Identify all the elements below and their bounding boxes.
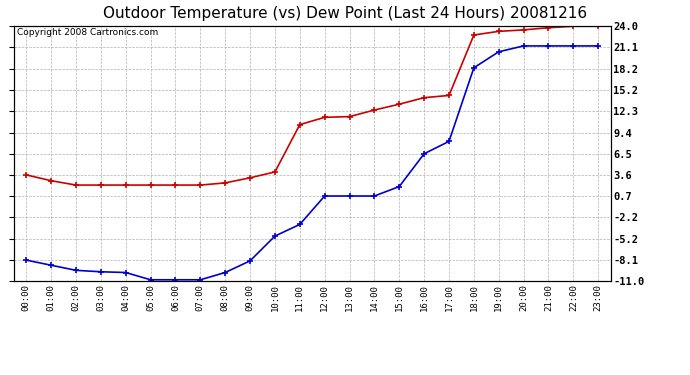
- Text: Outdoor Temperature (vs) Dew Point (Last 24 Hours) 20081216: Outdoor Temperature (vs) Dew Point (Last…: [103, 6, 587, 21]
- Text: Copyright 2008 Cartronics.com: Copyright 2008 Cartronics.com: [17, 27, 158, 36]
